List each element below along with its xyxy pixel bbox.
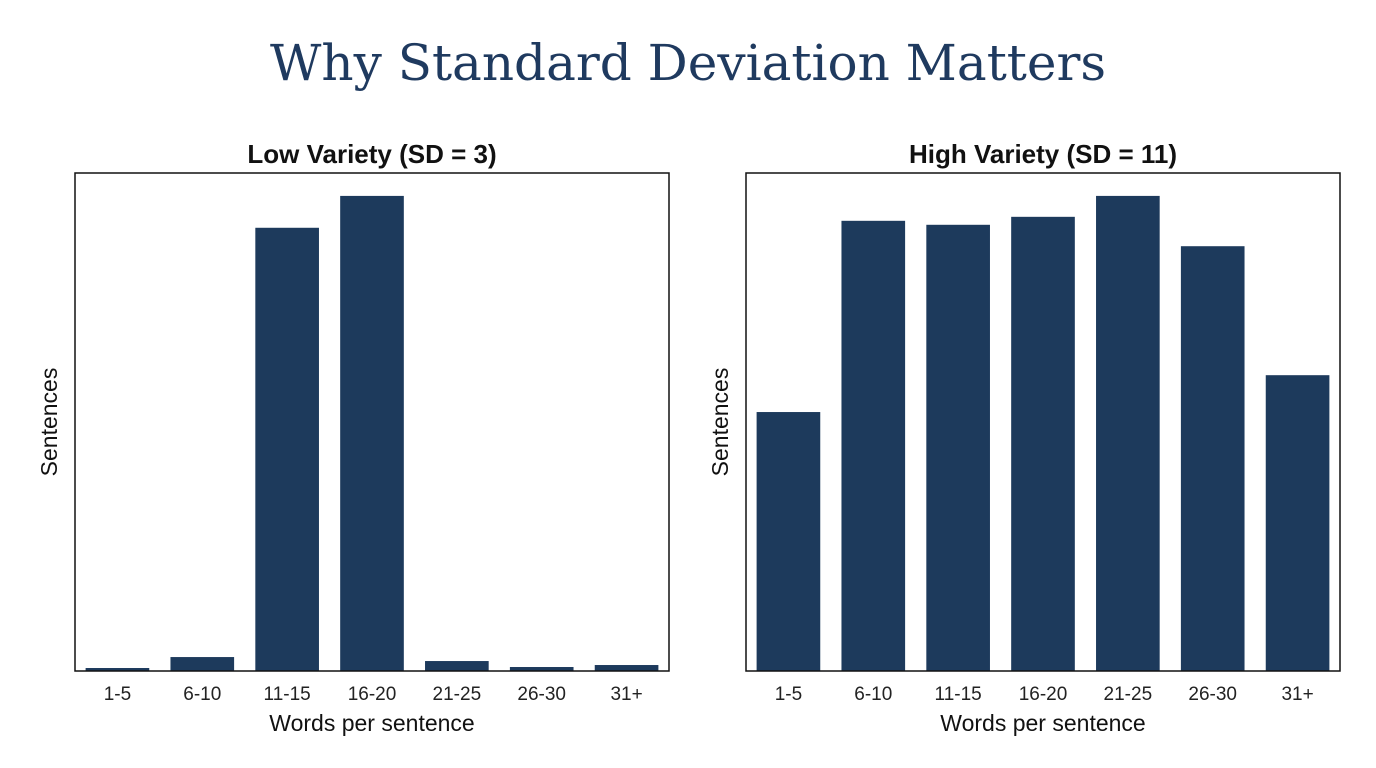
x-tick-label: 11-15 — [264, 684, 311, 705]
plot-frame — [74, 172, 670, 672]
x-tick-label: 16-20 — [348, 684, 397, 705]
y-axis-label: Sentences — [36, 368, 62, 477]
x-tick-label: 21-25 — [433, 684, 482, 705]
x-tick-label: 21-25 — [1104, 684, 1153, 705]
bar — [1011, 216, 1075, 671]
bar — [756, 412, 821, 671]
page-title: Why Standard Deviation Matters — [270, 34, 1106, 92]
chart-title: High Variety (SD = 11) — [909, 139, 1177, 169]
chart-title: Low Variety (SD = 3) — [247, 139, 496, 169]
y-axis-label: Sentences — [707, 368, 733, 477]
x-tick-label: 6-10 — [854, 684, 892, 705]
bar — [926, 224, 990, 672]
x-axis-label: Words per sentence — [940, 710, 1145, 736]
bar — [340, 195, 404, 671]
x-axis-label: Words per sentence — [269, 710, 474, 736]
bar — [594, 665, 659, 671]
x-tick-label: 31+ — [610, 684, 642, 705]
bar — [170, 657, 235, 671]
bar — [255, 227, 319, 671]
bar — [1265, 375, 1330, 671]
x-tick-label: 6-10 — [183, 684, 221, 705]
plot-frame — [745, 172, 1341, 672]
bar — [1180, 246, 1245, 671]
bar — [85, 668, 150, 671]
x-tick-label: 16-20 — [1019, 684, 1068, 705]
x-tick-label: 31+ — [1281, 684, 1313, 705]
x-tick-label: 1-5 — [775, 684, 802, 705]
bar — [1096, 195, 1160, 671]
x-tick-label: 26-30 — [1188, 684, 1237, 705]
x-tick-label: 11-15 — [935, 684, 982, 705]
bar — [841, 220, 906, 672]
x-tick-label: 1-5 — [104, 684, 131, 705]
bar — [509, 667, 574, 671]
bar — [425, 661, 489, 671]
x-tick-label: 26-30 — [517, 684, 566, 705]
